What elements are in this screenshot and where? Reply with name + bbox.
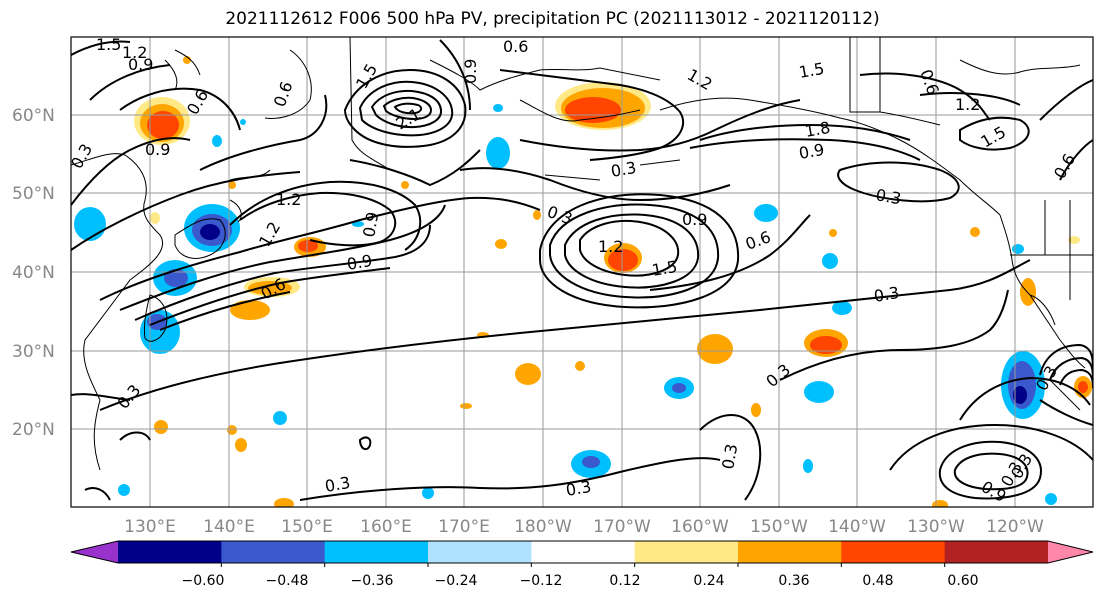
lat-label: 60°N [12, 106, 55, 126]
colorbar-tick-label: −0.24 [435, 573, 478, 589]
lon-label: 130°W [907, 517, 965, 537]
map-panel: 1.5 1.2 0.9 0.6 0.3 1.2 0.9 0.6 2.1 1.5 … [71, 35, 1093, 507]
contour-label: 0.9 [461, 59, 480, 84]
colorbar-ticks: −0.60 −0.48 −0.36 −0.24 −0.12 0.12 0.24 … [182, 573, 979, 589]
contour-label: 0.3 [323, 473, 351, 496]
lat-label: 20°N [12, 420, 55, 440]
colorbar-segment [841, 541, 946, 563]
lon-label: 150°E [281, 517, 333, 537]
latitude-labels: 60°N 50°N 40°N 30°N 20°N [12, 106, 55, 440]
colorbar [70, 540, 1094, 567]
colorbar-extension-low [71, 541, 118, 563]
map-frame [70, 36, 1094, 508]
contour-label: 0.3 [874, 185, 902, 208]
colorbar-tick-label: 0.36 [778, 573, 809, 589]
contour-label: 1.8 [803, 118, 831, 141]
colorbar-tick-label: −0.48 [266, 573, 309, 589]
colorbar-segment [634, 541, 739, 563]
pv-contours [71, 39, 1093, 501]
colorbar-extension-high [1048, 541, 1093, 563]
lon-label: 180°W [514, 517, 572, 537]
contour-label: 1.5 [797, 59, 825, 82]
contour-label: 0.3 [872, 283, 900, 306]
contour-label: 0.9 [797, 140, 825, 163]
contour-label: 0.9 [345, 251, 373, 274]
contour-label: 1.5 [650, 257, 678, 280]
lon-label: 120°W [986, 517, 1044, 537]
colorbar-tick-label: 0.60 [947, 573, 978, 589]
colorbar-tick-label: −0.60 [182, 573, 225, 589]
contour-label: 1.5 [96, 35, 121, 54]
colorbar-tick-label: 0.12 [609, 573, 640, 589]
lon-label: 160°W [671, 517, 729, 537]
lon-label: 150°W [750, 517, 808, 537]
colorbar-tick-label: −0.12 [520, 573, 563, 589]
lat-label: 30°N [12, 342, 55, 362]
colorbar-segment [428, 541, 532, 563]
contour-label: 0.9 [145, 140, 170, 159]
contour-label: 0.3 [718, 442, 741, 470]
map-title: 2021112612 F006 500 hPa PV, precipitatio… [225, 9, 880, 29]
lon-label: 140°W [828, 517, 886, 537]
contour-label: 0.3 [564, 477, 592, 500]
lat-label: 40°N [12, 263, 55, 283]
colorbar-segment [118, 541, 222, 563]
contour-label: 0.9 [359, 210, 382, 238]
colorbar-segment [221, 541, 326, 563]
lon-label: 170°W [593, 517, 651, 537]
colorbar-outline [70, 540, 1094, 564]
longitude-labels: 130°E 140°E 150°E 160°E 170°E 180°W 170°… [124, 517, 1044, 537]
contour-label: 0.9 [128, 55, 153, 74]
lon-label: 130°E [124, 517, 176, 537]
lat-label: 50°N [12, 184, 55, 204]
colorbar-segment [531, 541, 636, 563]
contour-label: 1.2 [955, 95, 980, 114]
contour-label: 1.2 [122, 43, 147, 62]
colorbar-tick-label: 0.48 [862, 573, 893, 589]
colorbar-segment [738, 541, 842, 563]
contour-label: 1.2 [598, 237, 623, 256]
lon-label: 160°E [360, 517, 412, 537]
colorbar-tick-label: 0.24 [693, 573, 724, 589]
colorbar-segment [944, 541, 1049, 563]
graticule [71, 37, 1093, 507]
lon-label: 140°E [203, 517, 255, 537]
contour-label: 0.9 [682, 210, 707, 229]
lon-label: 170°E [438, 517, 490, 537]
contour-label: 0.6 [503, 37, 528, 56]
colorbar-tick-label: −0.36 [351, 573, 394, 589]
colorbar-segment [324, 541, 429, 563]
contour-label: 1.2 [276, 190, 301, 209]
contour-label: 0.3 [609, 158, 637, 181]
